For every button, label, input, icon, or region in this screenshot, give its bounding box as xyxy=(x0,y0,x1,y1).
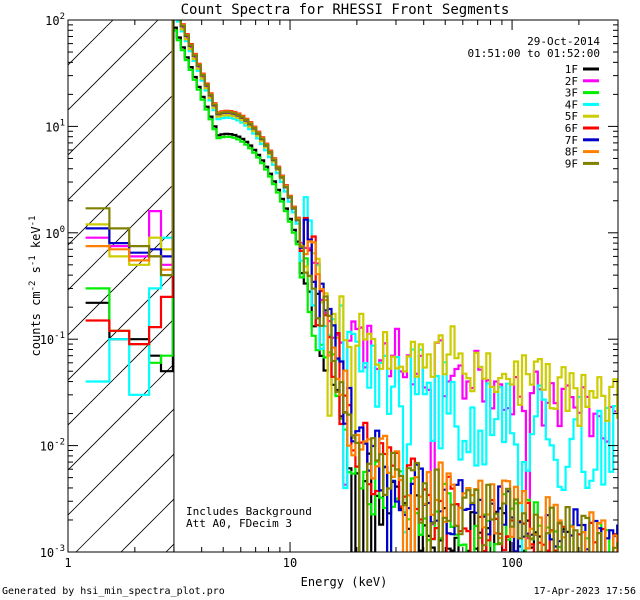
y-tick-label: 102 xyxy=(45,12,65,28)
series-line-7F xyxy=(85,20,618,552)
x-tick-label: 1 xyxy=(64,556,71,570)
axis-ticks xyxy=(67,19,619,553)
y-tick-label: 100 xyxy=(45,225,65,241)
hatch-line xyxy=(68,48,174,156)
hatch-line xyxy=(68,138,174,246)
footer-generated-by: Generated by hsi_min_spectra_plot.pro xyxy=(2,586,225,597)
y-axis-label-exp: -1 xyxy=(28,216,38,227)
y-axis-label-exp: -1 xyxy=(28,255,38,266)
annotation-background: Includes Background xyxy=(186,505,312,518)
date-text: 29-Oct-2014 xyxy=(527,35,600,48)
hatch-line xyxy=(120,498,174,552)
hatch-line xyxy=(68,20,114,66)
legend-label: 4F xyxy=(565,98,578,111)
annotation-attenuator: Att A0, FDecim 3 xyxy=(186,517,292,530)
hatch-line xyxy=(68,93,174,201)
time-range-text: 01:51:00 to 01:52:00 xyxy=(468,47,600,60)
legend-label: 8F xyxy=(565,146,578,159)
hatch-line xyxy=(68,363,174,471)
y-tick-label: 101 xyxy=(45,118,65,134)
legend-label: 2F xyxy=(565,75,578,88)
hatch-line xyxy=(68,228,174,336)
y-tick-label: 10-1 xyxy=(40,331,65,347)
footer-timestamp: 17-Apr-2023 17:56 xyxy=(534,586,636,597)
y-axis-label-part: counts cm xyxy=(29,291,43,356)
series-line-8F xyxy=(85,20,618,552)
x-tick-labels: 1 10 100 xyxy=(64,556,523,570)
y-axis-label-exp: -2 xyxy=(28,281,38,292)
hatch-line xyxy=(68,408,174,516)
chart-title: Count Spectra for RHESSI Front Segments xyxy=(181,2,510,18)
series-line-5F xyxy=(85,20,618,439)
x-axis-label: Energy (keV) xyxy=(301,575,388,589)
x-tick-label: 10 xyxy=(283,556,297,570)
legend-label: 6F xyxy=(565,122,578,135)
hatch-line xyxy=(68,183,174,291)
series-line-6F xyxy=(85,20,618,552)
hatch-line xyxy=(68,20,159,111)
legend-label: 7F xyxy=(565,134,578,147)
y-tick-label: 10-3 xyxy=(40,544,65,560)
series-line-2F xyxy=(85,20,618,540)
y-axis-label-part: s xyxy=(29,266,43,280)
legend-label: 3F xyxy=(565,87,578,100)
y-tick-label: 10-2 xyxy=(40,438,65,454)
x-tick-label: 100 xyxy=(501,556,523,570)
series-group xyxy=(85,20,618,552)
plot-frame xyxy=(67,19,619,553)
y-tick-labels: 102 101 100 10-1 10-2 10-3 xyxy=(40,12,65,560)
series-line-4F xyxy=(85,20,618,552)
hatch-line xyxy=(75,453,174,552)
legend-label: 9F xyxy=(565,157,578,170)
series-line-1F xyxy=(85,26,579,552)
y-axis-label-part: keV xyxy=(29,226,43,255)
legend-label: 5F xyxy=(565,110,578,123)
y-axis-label: counts cm-2 s-1 keV-1 xyxy=(28,216,43,357)
legend-label: 1F xyxy=(565,63,578,76)
series-line-9F xyxy=(85,20,618,552)
